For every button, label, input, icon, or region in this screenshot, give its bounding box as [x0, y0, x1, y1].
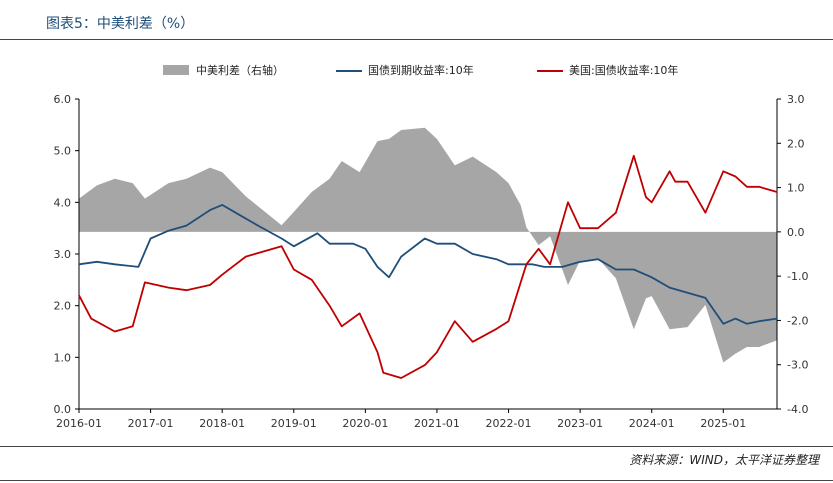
y-right-tick-label: -4.0: [787, 403, 808, 416]
x-tick-label: 2018-01: [199, 417, 245, 430]
y-right-tick-label: 3.0: [787, 93, 805, 106]
y-left-tick-label: 4.0: [54, 196, 72, 209]
cn-10y-yield-line: [78, 203, 778, 325]
y-right-tick-label: 2.0: [787, 137, 805, 150]
title-divider: [0, 39, 833, 40]
source-divider: [0, 446, 833, 447]
x-tick-label: 2017-01: [128, 417, 174, 430]
figure-title: 图表5：中美利差（%）: [46, 16, 195, 32]
chart-svg: 0.0 1.0 2.0 3.0 4.0 5.0 6.0 -4.0 -3.0 -2.0 -1.0 0.0…: [54, 63, 809, 430]
x-tick-label: 2020-01: [342, 417, 388, 430]
us-10y-yield-line: [78, 154, 778, 379]
x-tick-label: 2025-01: [700, 417, 746, 430]
y-right-tick-label: 1.0: [787, 182, 805, 195]
y-left-tick-label: 1.0: [54, 351, 72, 364]
x-tick-label: 2023-01: [557, 417, 603, 430]
y-left-tick-label: 6.0: [54, 93, 72, 106]
y-right-tick-label: -1.0: [787, 270, 808, 283]
bottom-divider: [0, 480, 833, 481]
y-left-tick-label: 2.0: [54, 300, 72, 313]
y-left-tick-label: 0.0: [54, 403, 72, 416]
x-tick-label: 2022-01: [486, 417, 532, 430]
legend-label-cn: 国债到期收益率:10年: [368, 63, 474, 77]
y-right-tick-label: -3.0: [787, 359, 808, 372]
y-left-tick-label: 3.0: [54, 248, 72, 261]
chart-area: 0.0 1.0 2.0 3.0 4.0 5.0 6.0 -4.0 -3.0 -2.0 -1.0 0.0…: [0, 40, 833, 445]
x-tick-label: 2016-01: [56, 417, 102, 430]
y-left-tick-label: 5.0: [54, 145, 72, 158]
legend-swatch-spread: [163, 65, 189, 75]
x-tick-label: 2019-01: [271, 417, 317, 430]
legend-label-us: 美国:国债收益率:10年: [569, 63, 678, 77]
source-note: 资料来源：WIND，太平洋证券整理: [629, 453, 819, 467]
x-tick-label: 2024-01: [629, 417, 675, 430]
figure-header: 图表5：中美利差（%）: [0, 0, 833, 40]
legend-label-spread: 中美利差（右轴）: [196, 63, 284, 77]
y-right-tick-label: -2.0: [787, 314, 808, 327]
spread-area: [79, 127, 777, 363]
y-right-tick-label: 0.0: [787, 226, 805, 239]
x-tick-label: 2021-01: [414, 417, 460, 430]
